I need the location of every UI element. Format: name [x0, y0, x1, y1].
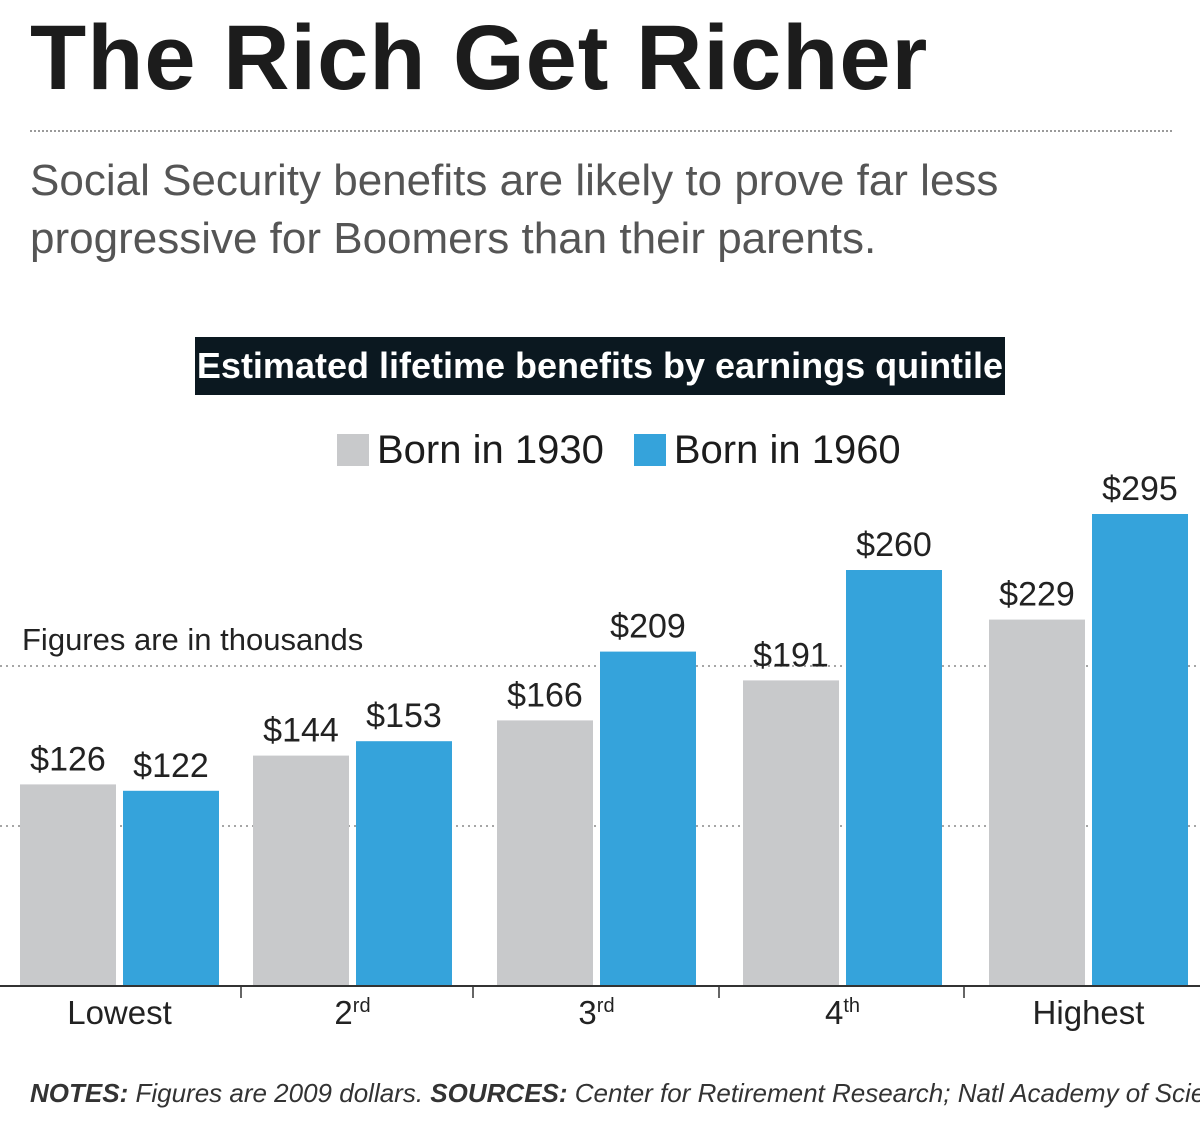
chart-title: The Rich Get Richer	[30, 7, 929, 109]
category-label-2: 2rd	[334, 994, 370, 1031]
legend-swatch-1930	[337, 434, 369, 466]
bar-1960-3	[600, 651, 696, 986]
sources-text: Center for Retirement Research; Natl Aca…	[567, 1078, 1200, 1108]
legend-label-1960: Born in 1960	[673, 427, 901, 472]
bar-1930-4	[743, 680, 839, 986]
value-label-1960-3: $209	[610, 608, 686, 646]
bar-1960-1	[123, 790, 219, 986]
legend-item-1960: Born in 1960	[633, 427, 901, 473]
legend: Born in 1930 Born in 1960	[337, 425, 931, 475]
category-label-5: Highest	[1033, 994, 1145, 1031]
value-label-1930-1: $126	[30, 740, 106, 778]
category-label-3: 3rd	[578, 994, 614, 1031]
bar-1960-5	[1092, 514, 1188, 986]
value-label-1960-5: $295	[1102, 470, 1178, 508]
value-label-1960-1: $122	[133, 747, 209, 785]
legend-item-1930: Born in 1930	[337, 428, 604, 473]
bar-1930-1	[20, 784, 116, 986]
notes-text: Figures are 2009 dollars.	[128, 1078, 424, 1108]
legend-label-1930: Born in 1930	[377, 427, 604, 472]
value-label-1930-5: $229	[999, 576, 1075, 614]
value-label-1930-4: $191	[753, 636, 829, 674]
value-label-1930-2: $144	[263, 712, 339, 750]
value-label-1930-3: $166	[507, 676, 583, 714]
chart-subtitle: Social Security benefits are likely to p…	[30, 156, 999, 263]
sources-label: SOURCES:	[430, 1078, 568, 1108]
value-label-1960-4: $260	[856, 526, 932, 564]
bar-1930-5	[989, 619, 1085, 986]
bar-1960-4	[846, 570, 942, 986]
bar-1930-2	[253, 755, 349, 986]
bar-1960-2	[356, 741, 452, 986]
category-label-1: Lowest	[67, 994, 172, 1031]
notes-label: NOTES:	[30, 1078, 129, 1108]
notes: NOTES: Figures are 2009 dollars. SOURCES…	[30, 1078, 1200, 1109]
category-label-4: 4th	[825, 994, 860, 1031]
legend-swatch-1960	[633, 434, 666, 466]
bar-chart: Figures are in thousands $126 $122 $144 $153…	[0, 470, 1200, 1031]
value-label-1960-2: $153	[366, 697, 442, 735]
title-divider	[30, 130, 1172, 132]
bar-1930-3	[497, 720, 593, 986]
figures-note: Figures are in thousands	[22, 622, 363, 657]
chart-banner: Estimated lifetime benefits by earnings …	[195, 337, 1005, 395]
